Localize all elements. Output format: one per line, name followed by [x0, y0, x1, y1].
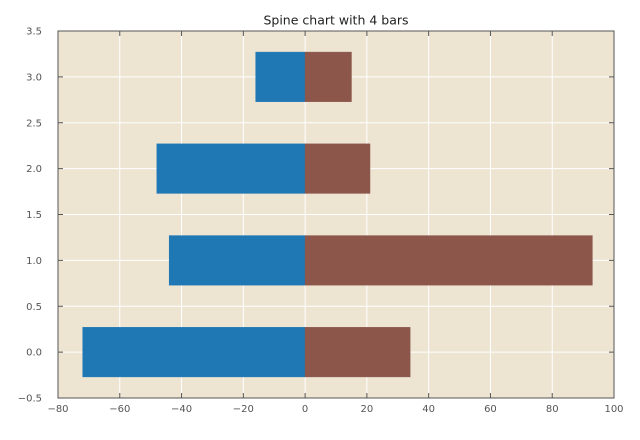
x-tick-label-2: −40	[171, 404, 192, 415]
bars	[82, 51, 593, 378]
bar-series-1-item-0	[304, 327, 411, 378]
x-tick-label-7: 60	[484, 404, 497, 415]
bar-series-0-item-0	[82, 327, 306, 378]
bar-series-0-item-3	[255, 51, 306, 102]
x-tick-label-3: −20	[233, 404, 254, 415]
bar-series-1-item-1	[304, 235, 593, 286]
x-tick-label-5: 20	[361, 404, 374, 415]
plot-frame	[57, 30, 615, 399]
y-tick-label-8: 3.5	[26, 27, 42, 38]
x-tick-label-9: 100	[604, 404, 623, 415]
x-tick-label-0: −80	[47, 404, 68, 415]
x-tick-label-1: −60	[109, 404, 130, 415]
y-tick-label-5: 2.0	[26, 164, 42, 175]
bar-series-0-item-2	[156, 143, 306, 194]
bar-series-0-item-1	[168, 235, 306, 286]
y-tick-label-2: 0.5	[26, 302, 42, 313]
y-tick-label-7: 3.0	[26, 72, 42, 83]
x-tick-label-6: 40	[422, 404, 435, 415]
x-tick-label-8: 80	[546, 404, 559, 415]
y-tick-label-1: 0.0	[26, 348, 42, 359]
bar-series-1-item-2	[304, 143, 371, 194]
bar-series-1-item-3	[304, 51, 352, 102]
y-tick-label-3: 1.0	[26, 256, 42, 267]
x-tick-label-4: 0	[302, 404, 308, 415]
chart-title: Spine chart with 4 bars	[263, 13, 408, 28]
y-tick-label-0: −0.5	[18, 394, 42, 405]
y-tick-label-6: 2.5	[26, 118, 42, 129]
y-tick-label-4: 1.5	[26, 210, 42, 221]
axis-ticks: −80 −60 −40 −20 0 20 40 60 80 100 −0.5 0.0 0.5 1.0 1.5…	[18, 27, 624, 416]
